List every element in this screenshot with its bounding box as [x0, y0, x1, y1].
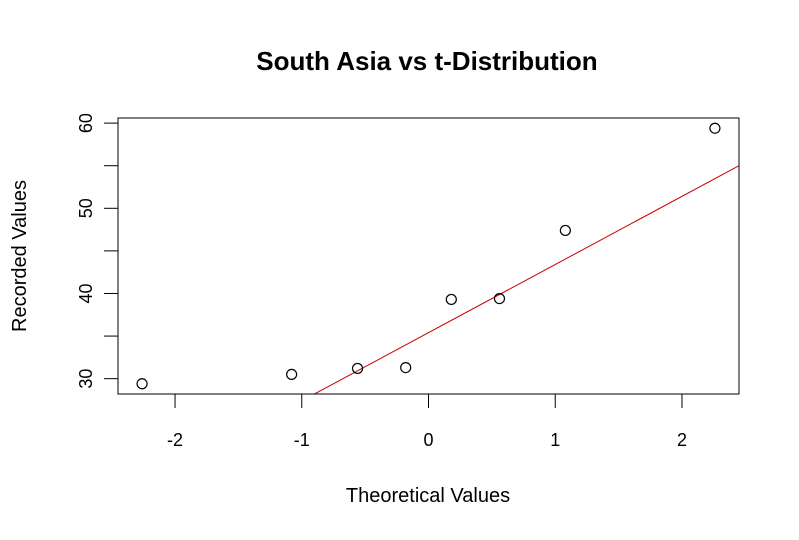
chart-title: South Asia vs t-Distribution — [256, 46, 597, 76]
x-tick-label: 1 — [550, 430, 560, 450]
x-axis: -2 -1 0 1 2 — [167, 393, 687, 450]
y-tick-label: 50 — [76, 198, 96, 218]
data-point — [136, 378, 148, 390]
data-point — [400, 361, 412, 374]
x-tick-label: -1 — [294, 430, 310, 450]
data-point — [559, 224, 571, 237]
plot-frame — [117, 117, 740, 395]
y-tick-label: 60 — [76, 113, 96, 133]
data-point — [351, 362, 364, 375]
y-axis-title: Recorded Values — [9, 180, 31, 332]
data-point — [286, 368, 298, 381]
data-point — [709, 122, 721, 134]
data-point — [493, 292, 506, 305]
y-tick-label: 40 — [76, 283, 96, 303]
x-tick-label: 2 — [677, 430, 687, 450]
y-axis: 30 40 50 60 — [76, 113, 119, 389]
y-tick-label: 30 — [76, 369, 96, 389]
x-axis-title: Theoretical Values — [346, 485, 510, 507]
x-tick-label: 0 — [423, 430, 433, 450]
qq-reference-line — [313, 165, 739, 394]
data-point — [445, 293, 457, 306]
x-tick-label: -2 — [167, 430, 183, 450]
